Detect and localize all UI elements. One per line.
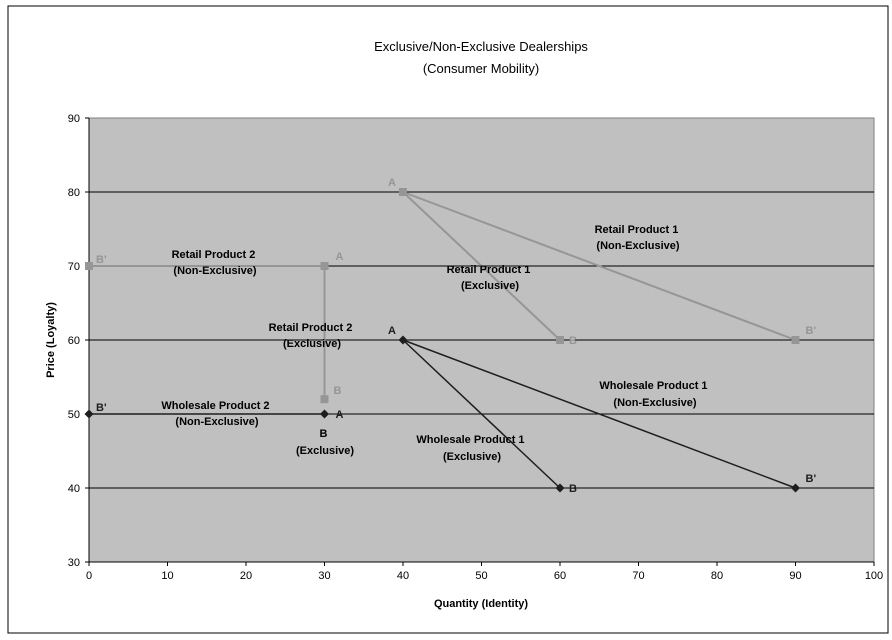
y-tick-label: 60 <box>68 335 80 347</box>
x-tick-label: 0 <box>86 570 92 582</box>
annotation-retail-product-1-non-exclusive-line-2: (Non-Exclusive) <box>596 240 679 252</box>
marker-wholesale-1-non-exclusive <box>791 483 800 493</box>
point-label-wholesale-1-exclusive: B <box>569 483 577 495</box>
x-axis-label: Quantity (Identity) <box>434 598 528 610</box>
point-label-wholesale-1-non-exclusive: B' <box>806 473 817 485</box>
point-label-retail-2-exclusive: A <box>336 251 344 263</box>
x-tick-label: 30 <box>318 570 330 582</box>
marker-wholesale-1-exclusive <box>555 483 565 493</box>
chart-title-line-2: (Consumer Mobility) <box>423 61 539 76</box>
series <box>89 191 796 489</box>
annotation-wholesale-product-2-non-exclusive-line-1: Wholesale Product 2 <box>161 400 269 412</box>
x-tick-label: 90 <box>789 570 801 582</box>
annotation-wholesale-product-1-non-exclusive-line-1: Wholesale Product 1 <box>599 380 707 392</box>
x-tick-label: 50 <box>475 570 487 582</box>
annotation-wholesale-product-2-exclusive-line-1: B <box>319 428 327 440</box>
x-tick-label: 10 <box>161 570 173 582</box>
marker-retail-2-non-exclusive <box>85 262 93 270</box>
marker-wholesale-2-exclusive <box>320 409 329 419</box>
y-tick-label: 40 <box>68 483 80 495</box>
annotation-retail-product-1-exclusive: Retail Product 1 (Exclusive) <box>447 264 534 292</box>
annotation-retail-product-2-non-exclusive-line-1: Retail Product 2 <box>172 249 256 261</box>
point-label-wholesale-1-exclusive: A <box>388 325 396 337</box>
point-label-retail-2-exclusive: B <box>334 385 342 397</box>
annotation-wholesale-product-2-non-exclusive: Wholesale Product 2 (Non-Exclusive) <box>161 400 272 428</box>
axes: 30 40 50 60 70 80 90 0 10 20 30 40 50 60 70 80 90 100 <box>68 113 883 582</box>
marker-retail-1-exclusive <box>399 188 407 196</box>
y-tick-label: 30 <box>68 557 80 569</box>
markers <box>84 188 800 493</box>
annotation-wholesale-product-1-non-exclusive: Wholesale Product 1 (Non-Exclusive) <box>599 380 710 409</box>
series-line-retail-1-non-exclusive <box>402 191 796 341</box>
annotation-retail-product-1-exclusive-line-1: Retail Product 1 <box>447 264 531 276</box>
x-tick-label: 70 <box>632 570 644 582</box>
annotation-wholesale-product-2-exclusive-line-2: (Exclusive) <box>296 445 354 457</box>
annotation-retail-product-1-exclusive-line-2: (Exclusive) <box>461 280 519 292</box>
marker-retail-1-exclusive <box>556 336 564 344</box>
marker-wholesale-2-non-exclusive <box>84 409 94 419</box>
annotation-retail-product-1-non-exclusive-line-1: Retail Product 1 <box>595 224 679 236</box>
annotation-retail-product-2-exclusive: Retail Product 2 (Exclusive) <box>269 322 356 350</box>
annotation-wholesale-product-2-non-exclusive-line-2: (Non-Exclusive) <box>175 416 258 428</box>
point-label-retail-1-non-exclusive: B' <box>806 325 817 337</box>
annotation-wholesale-product-1-non-exclusive-line-2: (Non-Exclusive) <box>613 397 696 409</box>
chart-title-line-1: Exclusive/Non-Exclusive Dealerships <box>374 39 588 54</box>
x-tick-label: 100 <box>865 570 883 582</box>
x-tick-label: 20 <box>240 570 252 582</box>
y-axis-label: Price (Loyalty) <box>45 302 57 378</box>
annotation-retail-product-2-non-exclusive: Retail Product 2 (Non-Exclusive) <box>172 249 259 277</box>
annotation-retail-product-2-exclusive-line-1: Retail Product 2 <box>269 322 353 334</box>
series-line-retail-1-exclusive <box>402 191 561 341</box>
point-label-wholesale-2-exclusive: A <box>336 409 344 421</box>
series-line-wholesale-1-non-exclusive <box>402 339 796 489</box>
annotation-retail-product-1-non-exclusive: Retail Product 1 (Non-Exclusive) <box>595 224 682 252</box>
annotation-wholesale-product-1-exclusive-line-2: (Exclusive) <box>443 451 501 463</box>
series-line-wholesale-1-exclusive <box>402 339 561 489</box>
point-label-retail-1-exclusive: B <box>569 335 577 347</box>
x-tick-label: 40 <box>397 570 409 582</box>
marker-retail-2-exclusive <box>320 395 329 404</box>
x-tick-label: 80 <box>711 570 723 582</box>
point-labels: ABB'ABB'ABB'AB' <box>96 177 816 495</box>
point-label-retail-2-non-exclusive: B' <box>96 254 107 266</box>
annotation-wholesale-product-1-exclusive-line-1: Wholesale Product 1 <box>416 434 524 446</box>
annotation-retail-product-2-exclusive-line-2: (Exclusive) <box>283 338 341 350</box>
annotation-wholesale-product-2-exclusive: B (Exclusive) <box>296 428 354 457</box>
marker-retail-2-exclusive <box>320 262 329 270</box>
marker-retail-1-non-exclusive <box>791 336 800 344</box>
point-label-wholesale-2-non-exclusive: B' <box>96 402 107 414</box>
y-tick-label: 70 <box>68 261 80 273</box>
annotations: Retail Product 2 (Non-Exclusive) Retail … <box>161 224 710 463</box>
annotation-wholesale-product-1-exclusive: Wholesale Product 1 (Exclusive) <box>416 434 527 463</box>
y-tick-label: 50 <box>68 409 80 421</box>
point-label-retail-1-exclusive: A <box>388 177 396 189</box>
marker-wholesale-1-exclusive <box>398 335 408 345</box>
annotation-retail-product-2-non-exclusive-line-2: (Non-Exclusive) <box>173 265 256 277</box>
y-tick-label: 80 <box>68 187 80 199</box>
x-tick-label: 60 <box>554 570 566 582</box>
y-tick-label: 90 <box>68 113 80 125</box>
